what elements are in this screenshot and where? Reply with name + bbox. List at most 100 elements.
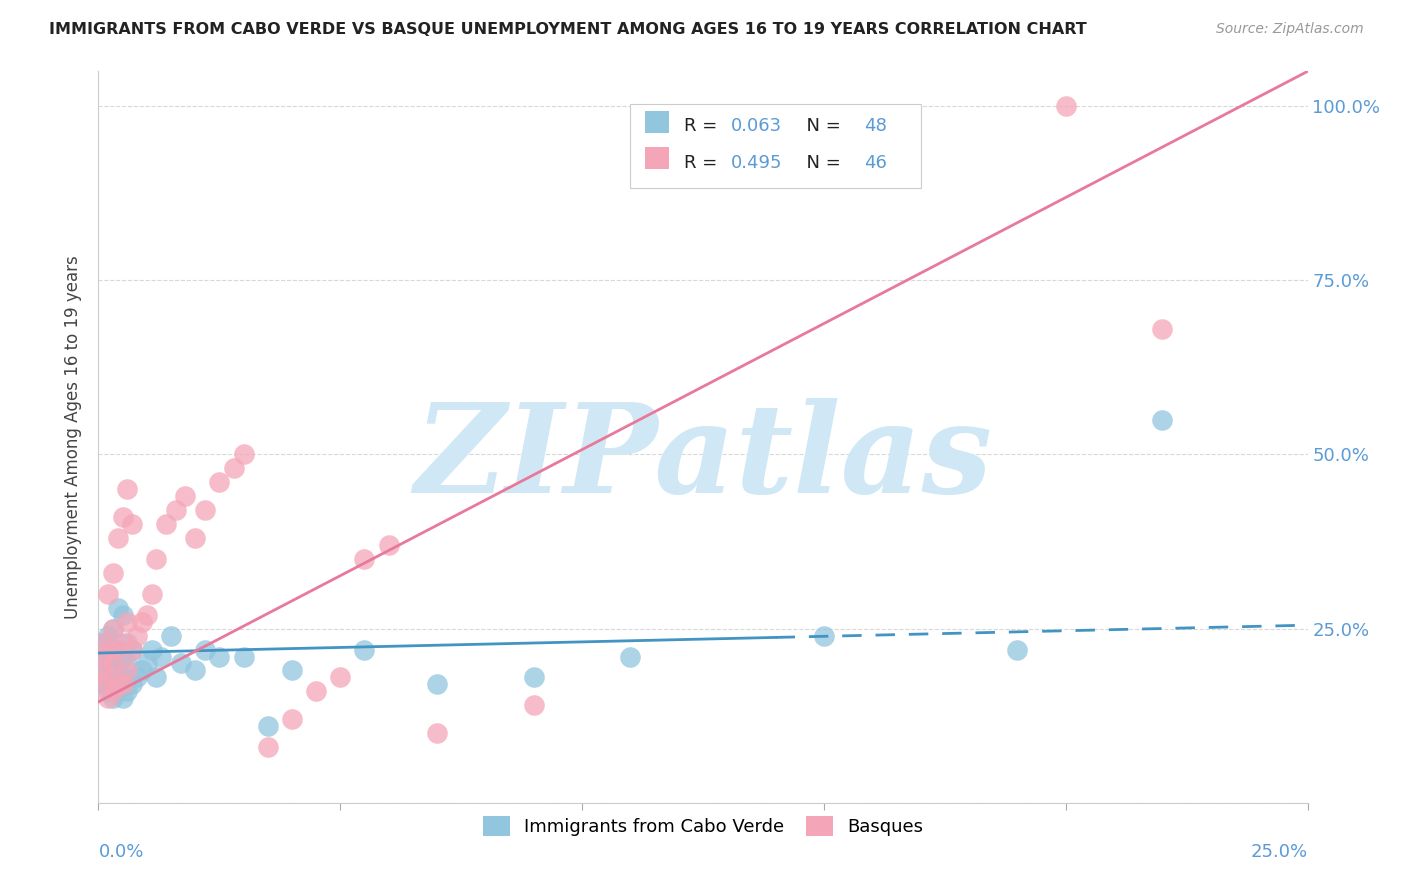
Point [91,649,114,664]
Point [101,684,124,698]
Point [208,649,231,664]
Text: N =: N = [794,153,846,172]
Point [121,517,143,532]
Point [121,642,143,657]
Point [111,677,134,691]
Point [117,684,139,698]
Point [107,642,129,657]
Text: R =: R = [683,117,723,136]
Text: 0.063: 0.063 [731,117,782,136]
Point [101,622,124,636]
Point [135,657,157,671]
Text: IMMIGRANTS FROM CABO VERDE VS BASQUE UNEMPLOYMENT AMONG AGES 16 TO 19 YEARS CORR: IMMIGRANTS FROM CABO VERDE VS BASQUE UNE… [49,22,1087,37]
Point [101,622,124,636]
Point [107,600,129,615]
Point [523,698,546,713]
Point [121,642,143,657]
Point [111,649,134,664]
Point [1007,642,1029,657]
Bar [645,111,669,133]
Point [426,726,449,740]
Legend: Immigrants from Cabo Verde, Basques: Immigrants from Cabo Verde, Basques [474,807,932,845]
Point [232,649,254,664]
Point [222,461,245,475]
Point [101,677,124,691]
Point [107,642,129,657]
Point [111,510,134,524]
Point [208,475,231,490]
Point [141,642,163,657]
Text: 0.495: 0.495 [731,153,782,172]
Text: 48: 48 [863,117,887,136]
Point [281,664,304,678]
Point [97,691,120,706]
Point [91,677,114,691]
Point [111,670,134,684]
Point [97,642,120,657]
Point [111,691,134,706]
Point [91,677,114,691]
Point [127,670,149,684]
Point [101,691,124,706]
Point [619,649,641,664]
Point [117,615,139,629]
Point [101,657,124,671]
Text: Source: ZipAtlas.com: Source: ZipAtlas.com [1216,22,1364,37]
Point [97,587,120,601]
Point [131,664,153,678]
Point [155,517,177,532]
Point [117,483,139,497]
Point [91,649,114,664]
Point [232,448,254,462]
Point [111,607,134,622]
Point [107,531,129,545]
Point [160,629,183,643]
Point [131,615,153,629]
Point [353,642,375,657]
Point [1054,99,1077,113]
Point [97,629,120,643]
Point [184,664,207,678]
Point [377,538,399,552]
Point [107,664,129,678]
Text: 0.0%: 0.0% [98,843,143,861]
Point [169,657,191,671]
Point [97,670,120,684]
Point [97,684,120,698]
Point [117,664,139,678]
Point [91,635,114,649]
Point [117,635,139,649]
Text: N =: N = [794,117,846,136]
Point [305,684,328,698]
Point [141,587,163,601]
Point [281,712,304,726]
Point [194,642,217,657]
Point [91,635,114,649]
Point [91,664,114,678]
Point [256,719,278,733]
Bar [645,147,669,169]
Point [97,657,120,671]
Point [107,677,129,691]
Text: 46: 46 [863,153,887,172]
Point [150,649,173,664]
Point [117,657,139,671]
Y-axis label: Unemployment Among Ages 16 to 19 years: Unemployment Among Ages 16 to 19 years [65,255,83,619]
Bar [630,104,921,188]
Point [184,531,207,545]
Point [97,642,120,657]
Point [135,607,157,622]
Point [523,670,546,684]
Point [1152,322,1174,336]
Point [813,629,835,643]
Point [194,503,217,517]
Point [97,670,120,684]
Point [145,552,167,566]
Point [353,552,375,566]
Point [174,489,197,503]
Point [426,677,449,691]
Point [111,635,134,649]
Point [107,684,129,698]
Point [256,740,278,755]
Point [329,670,352,684]
